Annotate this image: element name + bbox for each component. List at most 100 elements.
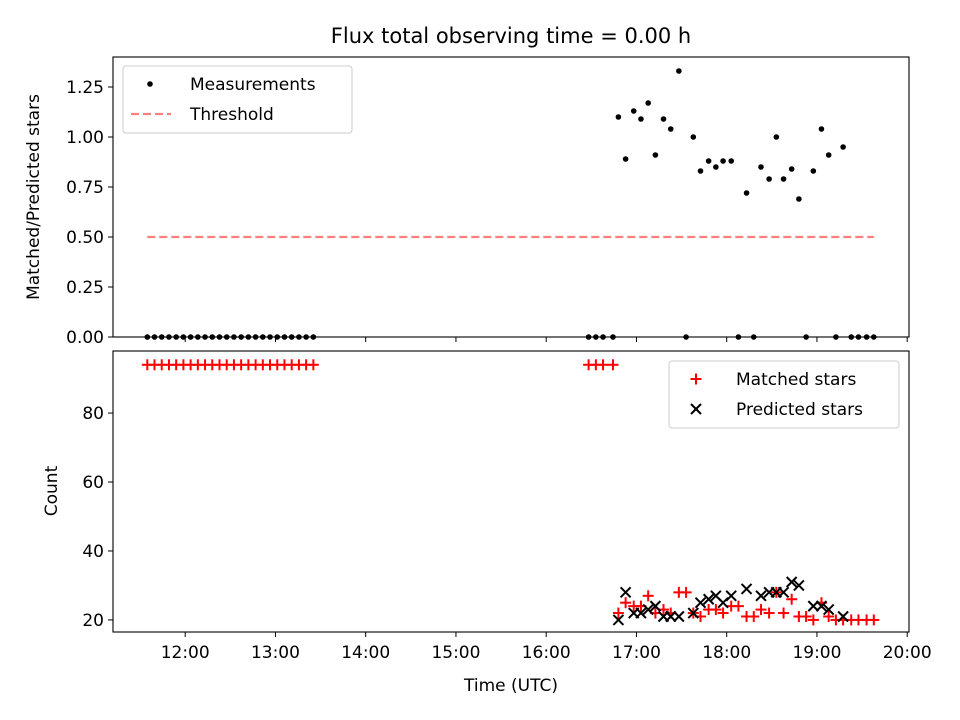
bottom-plot-frame xyxy=(112,350,910,633)
top-y-tick-label: 0.00 xyxy=(66,328,104,348)
matched-star-marker xyxy=(620,597,632,609)
measurement-point xyxy=(697,168,704,174)
bottom-y-tick-label: 60 xyxy=(82,473,104,493)
measurement-point xyxy=(728,158,735,164)
matched-star-marker xyxy=(732,600,744,612)
bottom-panel: 20 40 60 80 12:00 13:00 14:00 15:00 16:00 17:00 18… xyxy=(42,350,932,696)
matched-star-marker xyxy=(642,590,654,602)
predicted-star-marker xyxy=(740,583,753,595)
matched-star-marker xyxy=(755,604,767,616)
predicted-star-marker xyxy=(702,593,715,605)
legend-measurement-marker xyxy=(147,81,153,87)
matched-star-marker xyxy=(778,607,790,619)
matched-star-marker xyxy=(786,593,798,605)
predicted-star-marker xyxy=(837,610,849,623)
predicted-star-marker xyxy=(807,600,820,612)
measurement-point xyxy=(818,126,825,132)
matched-star-marker xyxy=(597,359,609,371)
bottom-y-tick-label: 20 xyxy=(82,611,104,631)
legend-label: Predicted stars xyxy=(736,400,863,420)
x-tick-label: 18:00 xyxy=(702,643,751,663)
measurement-point xyxy=(825,152,832,158)
top-y-tick-label: 0.50 xyxy=(66,228,104,248)
predicted-star-marker xyxy=(673,610,685,623)
measurement-point xyxy=(758,164,764,170)
predicted-star-marker xyxy=(785,576,798,588)
measurement-point xyxy=(615,114,622,120)
measurement-point xyxy=(638,116,644,122)
bottom-legend-box xyxy=(668,360,900,429)
x-axis-label: Time (UTC) xyxy=(463,676,558,696)
x-tick-label: 16:00 xyxy=(522,643,571,663)
legend-label: Measurements xyxy=(190,75,316,95)
predicted-star-marker xyxy=(793,579,805,592)
predicted-star-marker xyxy=(642,603,654,616)
figure-title: Flux total observing time = 0.00 h xyxy=(331,24,691,48)
measurement-point xyxy=(743,190,750,196)
measurement-point xyxy=(630,108,637,114)
measurement-point xyxy=(676,68,682,74)
measurement-point xyxy=(773,134,780,140)
top-y-axis-label: Matched/Predicted stars xyxy=(24,94,44,300)
measurement-point xyxy=(652,152,659,158)
matched-star-marker xyxy=(748,610,760,622)
x-tick-label: 12:00 xyxy=(161,643,210,663)
top-legend: Measurements Threshold xyxy=(122,65,353,134)
top-legend-box xyxy=(122,65,353,134)
measurement-point xyxy=(705,158,712,164)
legend-matched-marker xyxy=(690,373,702,385)
measurement-point xyxy=(796,196,802,202)
measurement-point xyxy=(660,116,667,122)
predicted-star-marker xyxy=(619,586,632,599)
matched-star-marker xyxy=(307,359,319,371)
x-tick-label: 13:00 xyxy=(251,643,300,663)
matched-star-marker xyxy=(868,614,880,626)
matched-star-marker xyxy=(612,607,624,619)
top-y-tick-label: 0.25 xyxy=(66,278,104,298)
bottom-y-tick-label: 80 xyxy=(82,404,104,424)
matched-star-marker xyxy=(680,586,692,598)
predicted-star-marker xyxy=(635,607,647,619)
bottom-y-tick-label: 40 xyxy=(82,542,104,562)
measurement-point xyxy=(840,144,846,150)
matched-star-marker xyxy=(823,610,835,622)
matched-star-marker xyxy=(807,614,819,626)
bottom-legend: Matched stars Predicted stars xyxy=(668,360,900,429)
measurement-point xyxy=(788,166,795,172)
predicted-star-marker xyxy=(612,614,625,626)
matched-star-marker xyxy=(800,610,812,622)
predicted-star-marker xyxy=(777,586,790,599)
matched-star-marker xyxy=(717,607,729,619)
measurement-point xyxy=(810,168,817,174)
predicted-star-marker xyxy=(725,590,737,602)
predicted-star-marker xyxy=(822,603,835,616)
predicted-star-marker xyxy=(687,607,700,619)
measurement-point xyxy=(645,100,651,106)
measurement-point xyxy=(622,156,629,162)
predicted-star-marker xyxy=(665,610,677,623)
predicted-star-marker xyxy=(815,600,828,612)
legend-label: Matched stars xyxy=(736,370,856,390)
matched-star-marker xyxy=(763,607,775,619)
top-y-tick-label: 1.25 xyxy=(66,78,104,98)
top-y-tick-label: 1.00 xyxy=(66,128,104,148)
measurement-point xyxy=(667,126,674,132)
x-tick-label: 19:00 xyxy=(792,643,841,663)
top-y-tick-label: 0.75 xyxy=(66,178,104,198)
measurement-point xyxy=(780,176,787,182)
x-tick-label: 17:00 xyxy=(612,643,661,663)
predicted-star-marker xyxy=(649,600,662,612)
x-tick-label: 15:00 xyxy=(431,643,480,663)
measurement-point xyxy=(766,176,772,182)
measurement-point xyxy=(690,134,697,140)
top-plot-frame xyxy=(112,56,910,338)
legend-label: Threshold xyxy=(189,105,274,125)
x-tick-label: 14:00 xyxy=(341,643,390,663)
matched-star-marker xyxy=(710,604,722,616)
predicted-star-marker xyxy=(755,590,767,602)
matched-star-marker xyxy=(607,359,619,371)
legend-predicted-marker xyxy=(690,403,702,415)
top-panel: 0.00 0.25 0.50 0.75 1.00 1.25 Matched/Predict… xyxy=(24,56,910,348)
measurement-point xyxy=(720,158,726,164)
